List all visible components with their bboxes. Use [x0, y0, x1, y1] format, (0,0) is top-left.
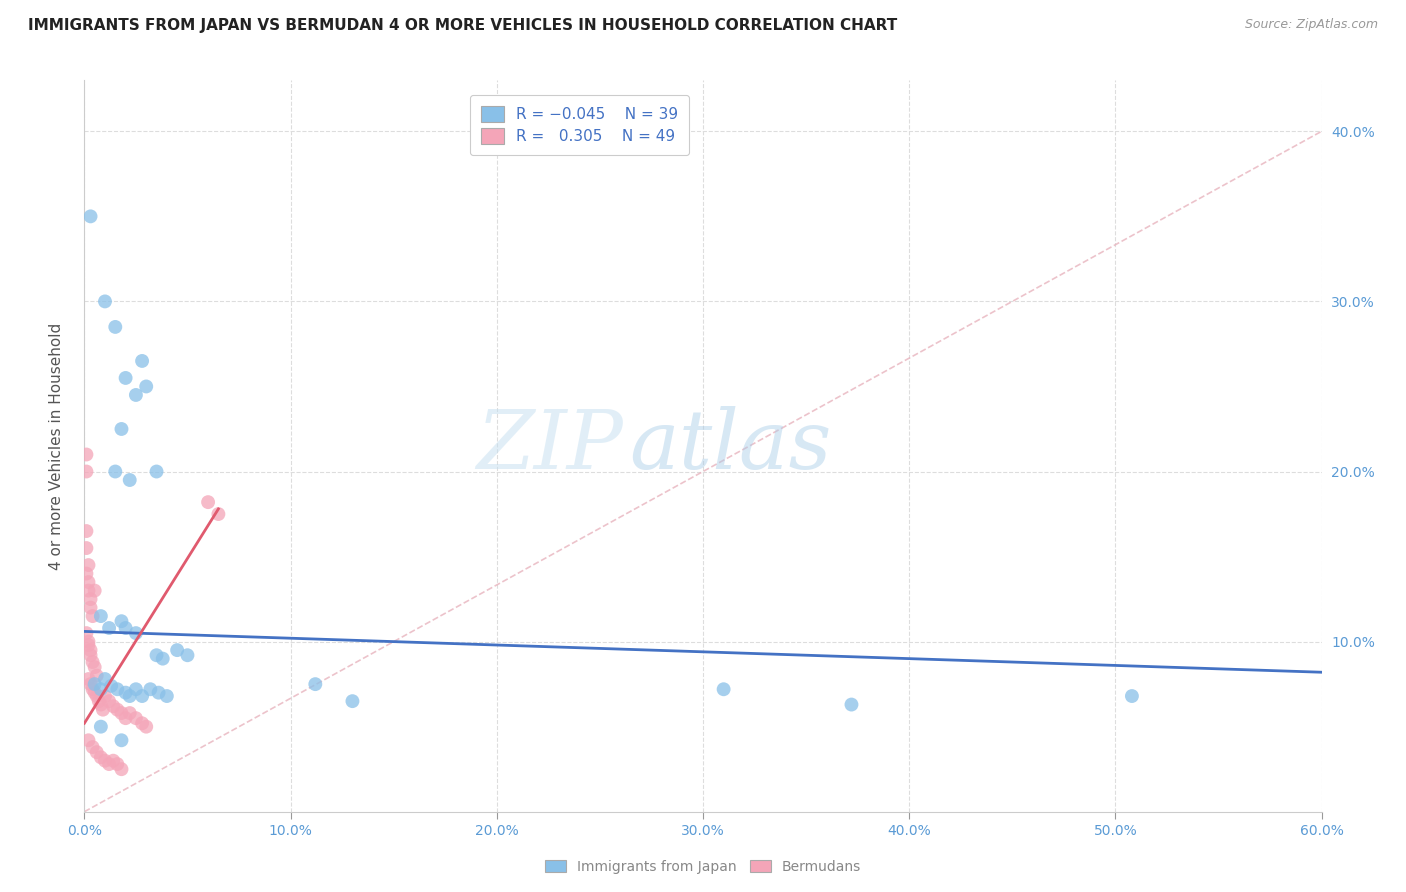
Point: [110, 762, 132, 776]
Point: [77, 733, 100, 747]
Point: [114, 711, 136, 725]
Point: [91, 703, 114, 717]
Point: [83, 660, 105, 674]
Point: [77, 575, 100, 590]
Point: [118, 689, 141, 703]
Point: [114, 621, 136, 635]
Point: [118, 473, 141, 487]
Point: [98, 694, 121, 708]
Point: [105, 682, 128, 697]
Point: [77, 583, 100, 598]
Point: [90, 750, 112, 764]
Point: [79, 677, 101, 691]
Point: [152, 651, 174, 665]
Legend: Immigrants from Japan, Bermudans: Immigrants from Japan, Bermudans: [537, 853, 869, 880]
Point: [94, 294, 117, 309]
Point: [131, 354, 153, 368]
Point: [131, 716, 153, 731]
Point: [86, 689, 108, 703]
Point: [94, 689, 117, 703]
Point: [342, 694, 364, 708]
Point: [105, 757, 128, 772]
Point: [75, 541, 97, 555]
Point: [125, 711, 148, 725]
Point: [100, 679, 122, 693]
Point: [82, 682, 104, 697]
Point: [105, 703, 128, 717]
Point: [125, 626, 148, 640]
Point: [75, 566, 97, 581]
Point: [114, 371, 136, 385]
Point: [166, 643, 188, 657]
Point: [90, 682, 112, 697]
Point: [79, 210, 101, 224]
Point: [75, 524, 97, 538]
Point: [79, 592, 101, 607]
Text: ZIP: ZIP: [475, 406, 623, 486]
Point: [135, 379, 157, 393]
Point: [90, 609, 112, 624]
Point: [94, 672, 117, 686]
Point: [1121, 689, 1143, 703]
Point: [77, 558, 100, 572]
Point: [75, 465, 97, 479]
Point: [110, 733, 132, 747]
Point: [83, 677, 105, 691]
Point: [77, 672, 100, 686]
Point: [156, 689, 179, 703]
Point: [75, 448, 97, 462]
Point: [145, 648, 167, 663]
Point: [79, 600, 101, 615]
Point: [94, 754, 117, 768]
Point: [125, 388, 148, 402]
Point: [139, 682, 162, 697]
Legend: R = −0.045    N = 39, R =   0.305    N = 49: R = −0.045 N = 39, R = 0.305 N = 49: [470, 95, 689, 154]
Point: [110, 614, 132, 628]
Point: [114, 686, 136, 700]
Point: [103, 754, 125, 768]
Point: [841, 698, 863, 712]
Point: [83, 686, 105, 700]
Point: [82, 740, 104, 755]
Point: [82, 655, 104, 669]
Point: [118, 706, 141, 720]
Point: [304, 677, 326, 691]
Point: [197, 495, 219, 509]
Point: [98, 757, 121, 772]
Point: [131, 689, 153, 703]
Point: [713, 682, 735, 697]
Point: [135, 720, 157, 734]
Point: [110, 422, 132, 436]
Point: [90, 720, 112, 734]
Point: [83, 583, 105, 598]
Point: [207, 507, 229, 521]
Text: atlas: atlas: [628, 406, 831, 486]
Point: [110, 706, 132, 720]
Point: [145, 465, 167, 479]
Point: [82, 609, 104, 624]
Text: Source: ZipAtlas.com: Source: ZipAtlas.com: [1244, 18, 1378, 31]
Point: [104, 320, 127, 334]
Point: [79, 648, 101, 663]
Point: [87, 694, 110, 708]
Text: IMMIGRANTS FROM JAPAN VS BERMUDAN 4 OR MORE VEHICLES IN HOUSEHOLD CORRELATION CH: IMMIGRANTS FROM JAPAN VS BERMUDAN 4 OR M…: [28, 18, 897, 33]
Point: [98, 621, 121, 635]
Point: [125, 682, 148, 697]
Point: [86, 668, 108, 682]
Y-axis label: 4 or more Vehicles in Household: 4 or more Vehicles in Household: [49, 322, 63, 570]
Point: [148, 686, 170, 700]
Point: [176, 648, 198, 663]
Point: [104, 465, 127, 479]
Point: [79, 643, 101, 657]
Point: [103, 699, 125, 714]
Point: [75, 626, 97, 640]
Point: [77, 634, 100, 648]
Point: [86, 745, 108, 759]
Point: [77, 638, 100, 652]
Point: [90, 698, 112, 712]
